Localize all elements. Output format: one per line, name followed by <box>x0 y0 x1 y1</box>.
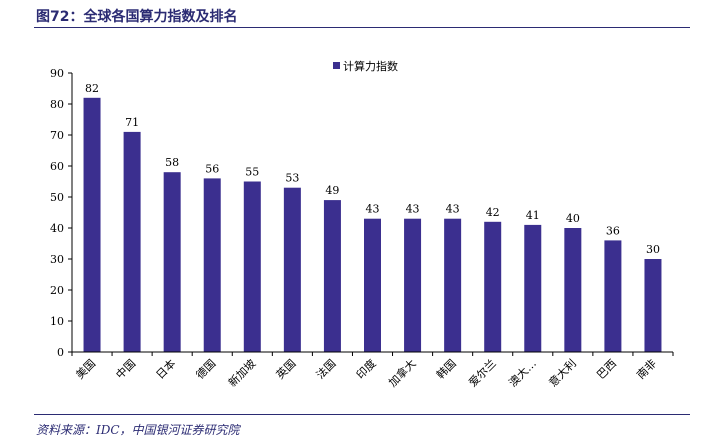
bar <box>564 228 582 352</box>
bar <box>644 259 662 352</box>
bars: 82 71 58 56 55 53 49 43 43 43 42 41 40 36 30 <box>83 82 662 352</box>
source-note: 资料来源：IDC，中国银河证券研究院 <box>36 423 240 437</box>
data-label: 30 <box>646 243 660 256</box>
data-label: 58 <box>165 156 179 169</box>
data-label: 43 <box>366 203 380 216</box>
data-label: 55 <box>245 166 259 179</box>
bar <box>203 178 221 352</box>
x-tick-label: 中国 <box>113 357 138 382</box>
y-tick-label: 70 <box>50 129 64 142</box>
x-tick-label: 南非 <box>634 357 659 382</box>
x-tick-label: 意大利 <box>546 356 579 389</box>
bar <box>163 172 181 352</box>
legend: 计算力指数 <box>333 59 398 73</box>
y-tick-label: 90 <box>50 67 64 80</box>
x-tick-label: 新加坡 <box>225 356 258 389</box>
data-label: 56 <box>205 162 219 175</box>
data-label: 36 <box>606 224 620 237</box>
data-label: 53 <box>285 172 299 185</box>
title-divider <box>34 27 690 28</box>
bar <box>604 240 622 352</box>
bar <box>404 218 422 352</box>
bar <box>83 97 101 352</box>
y-tick-label: 40 <box>50 222 64 235</box>
bar <box>323 200 341 352</box>
bar <box>283 187 301 352</box>
y-tick-label: 20 <box>50 284 64 297</box>
y-axis: 0 10 20 30 40 50 60 70 80 90 <box>50 67 73 359</box>
y-tick-label: 10 <box>50 315 64 328</box>
bar <box>123 131 141 352</box>
data-label: 43 <box>446 203 460 216</box>
y-tick-label: 80 <box>50 98 64 111</box>
source-divider <box>34 414 690 415</box>
x-tick-label: 日本 <box>153 356 178 381</box>
x-tick-label: 韩国 <box>433 356 458 381</box>
data-label: 43 <box>406 203 420 216</box>
bar <box>484 221 502 352</box>
data-label: 82 <box>85 82 99 95</box>
x-tick-label: 法国 <box>313 356 338 381</box>
x-tick-label: 英国 <box>273 356 298 381</box>
x-tick-label: 印度 <box>353 356 378 381</box>
bar <box>364 218 381 352</box>
data-label: 49 <box>325 184 339 197</box>
data-label: 40 <box>566 212 580 225</box>
y-tick-label: 0 <box>57 346 64 359</box>
y-tick-label: 50 <box>50 191 64 204</box>
bar <box>524 224 542 352</box>
data-label: 71 <box>125 116 139 129</box>
legend-label: 计算力指数 <box>343 59 398 73</box>
x-tick-label: 德国 <box>193 356 218 381</box>
legend-swatch <box>333 62 340 69</box>
x-tick-label: 加拿大 <box>385 356 418 389</box>
x-tick-label: 美国 <box>73 357 98 382</box>
x-tick-label: 爱尔兰 <box>466 357 499 390</box>
data-label: 41 <box>526 209 540 222</box>
figure-title: 图72：全球各国算力指数及排名 <box>36 9 238 25</box>
data-label: 42 <box>486 206 500 219</box>
bar <box>444 218 462 352</box>
bar <box>243 181 261 352</box>
x-tick-label: 巴西 <box>594 357 619 382</box>
x-axis: 美国 中国 日本 德国 新加坡 英国 法国 印度 加拿大 韩国 爱尔兰 澳大… 意大利 巴西 南非 <box>71 351 674 390</box>
y-tick-label: 60 <box>50 160 64 173</box>
x-tick-label: 澳大… <box>506 356 539 389</box>
y-tick-label: 30 <box>50 253 64 266</box>
